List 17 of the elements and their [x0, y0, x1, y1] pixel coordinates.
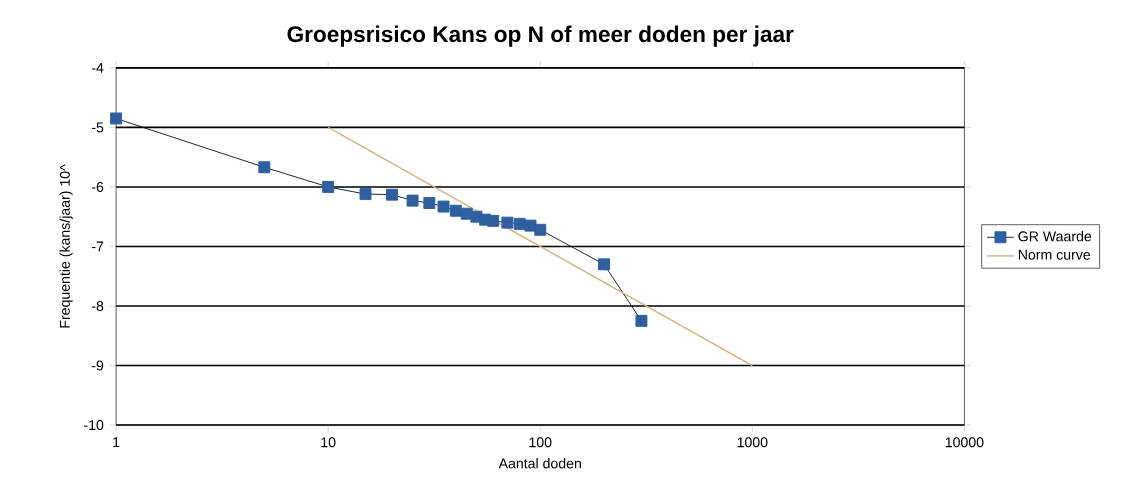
chart-title: Groepsrisico Kans op N of meer doden per jaar [287, 25, 794, 47]
y-tick-label: -5 [91, 122, 104, 133]
x-tick-label: 10 [321, 437, 336, 448]
legend-label: GR Waarde [1018, 230, 1092, 242]
x-tick-label: 100 [529, 437, 552, 448]
y-tick-label: -10 [84, 420, 104, 431]
y-tick-label: -8 [91, 300, 104, 311]
legend-label: Norm curve [1018, 249, 1091, 260]
x-axis-title: Aantal doden [498, 458, 581, 469]
x-tick-label: 1000 [737, 437, 768, 448]
y-tick-label: -7 [91, 241, 104, 252]
x-tick-label: 10000 [945, 437, 984, 448]
y-tick-label: -6 [91, 181, 104, 192]
x-tick-label: 1 [113, 437, 120, 447]
y-tick-label: -9 [91, 360, 104, 371]
y-axis-title: Frequentie (kans/jaar) 10^ [59, 164, 73, 328]
y-tick-label: -4 [91, 62, 104, 73]
